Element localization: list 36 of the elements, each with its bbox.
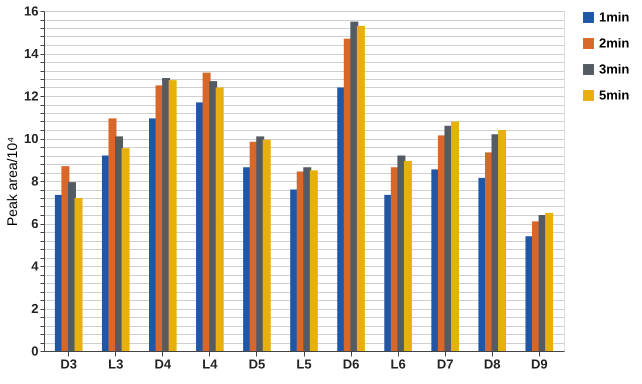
- x-tick-label: D6: [342, 356, 360, 372]
- bar: [122, 148, 130, 351]
- x-tick-label: D7: [436, 356, 454, 372]
- x-tick-label: L3: [108, 356, 124, 372]
- legend-label: 5min: [599, 88, 630, 102]
- bar: [356, 26, 365, 351]
- legend-label: 2min: [599, 36, 630, 50]
- y-tick-label: 14: [24, 46, 40, 61]
- y-tick-label: 8: [31, 174, 38, 188]
- x-tick-label: D4: [154, 356, 172, 372]
- legend-label: 1min: [599, 10, 630, 24]
- y-axis-title: Peak area/10⁴: [4, 136, 20, 226]
- bar: [216, 88, 224, 351]
- bar: [168, 80, 177, 351]
- x-tick-label: L4: [202, 356, 218, 372]
- bar: [74, 198, 83, 351]
- x-tick-label: D8: [484, 356, 501, 372]
- y-tick-label: 6: [31, 216, 38, 231]
- y-tick-label: 10: [24, 131, 38, 146]
- bar: [545, 212, 554, 351]
- bar: [498, 130, 506, 351]
- x-tick-label: L5: [296, 356, 312, 372]
- y-tick-label: 12: [24, 88, 38, 104]
- y-tick-label: 16: [24, 4, 38, 18]
- x-tick-label: L6: [390, 356, 406, 372]
- x-tick-label: D9: [530, 356, 548, 372]
- bar: [310, 170, 318, 351]
- bar: [262, 140, 271, 351]
- bar: [451, 122, 460, 351]
- x-tick-label: D3: [60, 356, 78, 372]
- x-tick-label: D5: [248, 356, 266, 372]
- y-tick-label: 0: [31, 344, 38, 358]
- bar: [404, 160, 412, 351]
- y-tick-label: 2: [31, 301, 38, 316]
- y-tick-label: 4: [31, 258, 40, 274]
- legend-label: 3min: [599, 62, 630, 76]
